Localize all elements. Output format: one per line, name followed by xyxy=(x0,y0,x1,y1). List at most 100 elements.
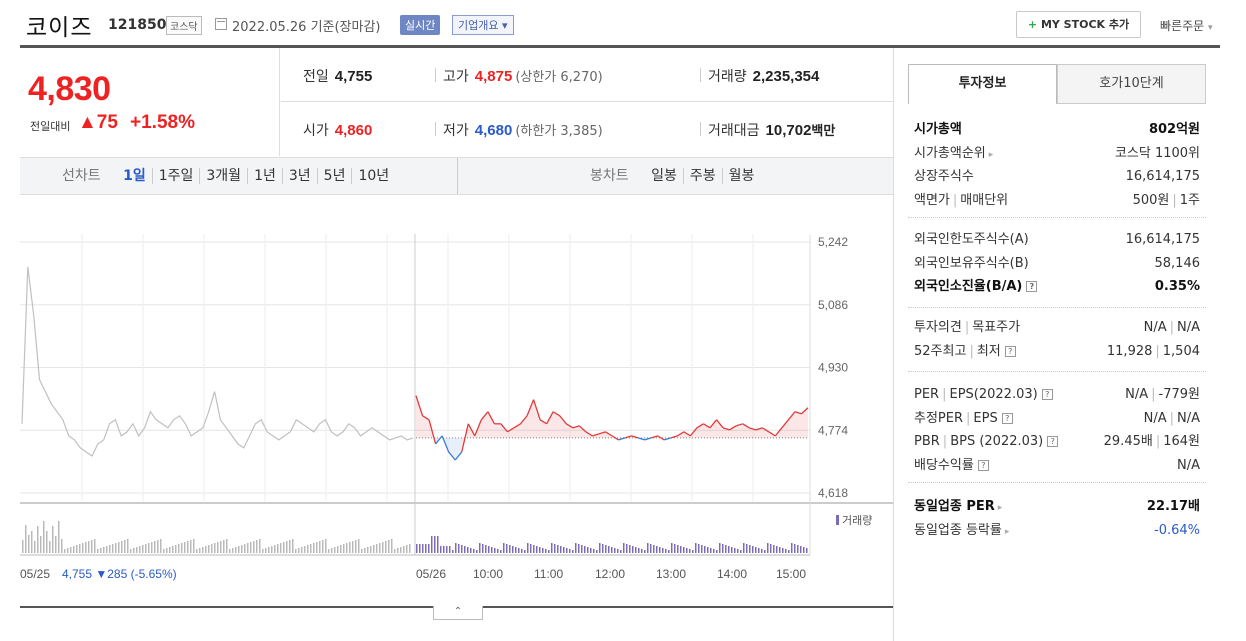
help-icon[interactable]: ? xyxy=(1041,389,1053,400)
stat-label: 고가 xyxy=(443,69,469,85)
help-icon[interactable]: ? xyxy=(1004,345,1016,357)
line-period-option[interactable]: 5년 xyxy=(316,168,352,184)
line-period-option[interactable]: 10년 xyxy=(351,168,396,184)
volume-bar xyxy=(680,546,682,553)
area-fill xyxy=(572,425,580,438)
volume-bar xyxy=(611,547,613,553)
help-icon[interactable]: ? xyxy=(1026,281,1038,292)
volume-bar xyxy=(587,547,589,553)
today-line-segment xyxy=(441,435,450,453)
volume-bar xyxy=(340,545,342,553)
volume-bar xyxy=(277,544,279,553)
stat-value: 4,755 xyxy=(334,68,373,85)
volume-bar xyxy=(31,531,33,553)
info-label: 액면가 | 매매단위 xyxy=(914,192,1009,208)
volume-bar xyxy=(653,545,655,553)
info-label[interactable]: 동일업종 등락률 ▸ xyxy=(914,522,1010,538)
area-fill xyxy=(520,415,528,438)
volume-bar xyxy=(419,544,421,553)
line-period-option[interactable]: 3개월 xyxy=(199,168,248,184)
volume-bar xyxy=(647,543,649,553)
info-row: 시가총액순위 ▸ 코스닥 1100위 xyxy=(908,142,1206,166)
volume-bar xyxy=(154,541,156,553)
info-value: 11,928 | 1,504 xyxy=(1106,343,1200,359)
volume-bar xyxy=(235,547,237,553)
today-line-segment xyxy=(676,431,685,437)
tab-hoga[interactable]: 호가10단계 xyxy=(1057,64,1206,104)
volume-bar xyxy=(166,548,168,553)
market-badge: 코스닥 xyxy=(166,16,202,35)
volume-bar xyxy=(184,542,186,553)
candle-period-option[interactable]: 일봉 xyxy=(651,168,677,184)
today-line-segment xyxy=(722,427,730,431)
realtime-button[interactable]: 실시간 xyxy=(400,15,441,35)
volume-bar xyxy=(28,535,30,553)
info-label: 외국인소진율(B/A)? xyxy=(914,275,1038,299)
volume-bar xyxy=(524,550,526,553)
help-icon[interactable]: ? xyxy=(1001,412,1013,424)
area-fill xyxy=(664,437,671,440)
price-chart-svg: 5,242 5,086 4,930 4,774 4,618 거래량 05/25 4,755 ▼… xyxy=(20,234,893,581)
volume-bar xyxy=(740,550,742,553)
volume-bar xyxy=(425,544,427,553)
volume-bar xyxy=(569,549,571,553)
line-period-option[interactable]: 1주일 xyxy=(151,168,200,184)
volume-bar xyxy=(103,547,105,553)
today-line-segment xyxy=(729,425,737,431)
info-label: 배당수익률? xyxy=(914,454,989,478)
today-line-segment xyxy=(520,415,528,425)
volume-bar xyxy=(488,546,490,553)
help-icon[interactable]: ? xyxy=(1047,436,1059,447)
volume-bar xyxy=(391,539,393,553)
company-overview-button[interactable]: 기업개요 ▾ xyxy=(452,15,514,35)
today-line-segment xyxy=(500,423,508,433)
volume-bar xyxy=(313,543,315,553)
candle-period-option[interactable]: 월봉 xyxy=(721,168,761,184)
volume-bar xyxy=(115,543,117,553)
volume-bar xyxy=(199,548,201,553)
line-period-option[interactable]: 1일 xyxy=(123,168,146,184)
volume-bar xyxy=(563,547,565,553)
x-tick-label: 13:00 xyxy=(656,567,686,581)
volume-bar xyxy=(785,549,787,553)
info-label: 추정PER | EPS? xyxy=(914,407,1013,431)
stat-open: 시가 4,860 xyxy=(303,120,372,140)
volume-bar xyxy=(133,548,135,553)
info-label[interactable]: 동일업종 PER ▸ xyxy=(914,499,1003,514)
info-value: N/A | -779원 xyxy=(1125,387,1200,402)
help-icon[interactable]: ? xyxy=(977,459,989,471)
area-fill xyxy=(638,437,645,440)
volume-bar xyxy=(88,541,90,553)
volume-bar xyxy=(283,542,285,553)
volume-bar xyxy=(76,545,78,553)
price-chart[interactable]: 5,242 5,086 4,930 4,774 4,618 거래량 05/25 4,755 ▼… xyxy=(20,205,893,605)
volume-bar xyxy=(650,544,652,553)
tab-invest-info[interactable]: 투자정보 xyxy=(908,64,1057,104)
add-mystock-button[interactable]: + MY STOCK 추가 xyxy=(1016,11,1141,38)
quick-order-button[interactable]: 빠른주문 ▾ xyxy=(1160,17,1213,34)
collapse-toggle-button[interactable]: ⌃ xyxy=(433,606,483,620)
volume-bar xyxy=(440,546,442,553)
volume-bar xyxy=(671,543,673,553)
volume-bar xyxy=(130,549,132,553)
section-foreign: 외국인한도주식수(A) 16,614,175 외국인보유주식수(B) 58,146 외국… xyxy=(908,228,1206,308)
candle-period-option[interactable]: 주봉 xyxy=(682,168,722,184)
volume-bar xyxy=(49,541,51,553)
x-tick-label: 05/25 xyxy=(20,567,50,581)
volume-bar xyxy=(539,547,541,553)
stat-amount: 거래대금 10,702백만 xyxy=(700,120,835,140)
volume-bar xyxy=(205,546,207,553)
volume-bar xyxy=(599,543,601,553)
base-date: 2022.05.26 기준(장마감) xyxy=(232,20,381,35)
volume-bar xyxy=(707,547,709,553)
line-period-option[interactable]: 1년 xyxy=(247,168,282,184)
today-line-segment xyxy=(546,411,554,425)
info-label[interactable]: 시가총액순위 ▸ xyxy=(914,145,994,161)
area-fill xyxy=(781,419,789,438)
volume-bar xyxy=(274,545,276,553)
today-line-segment xyxy=(644,437,652,441)
line-chart-periods: 선차트 1일 1주일 3개월 1년 3년 5년 10년 xyxy=(62,158,396,194)
line-period-option[interactable]: 3년 xyxy=(281,168,317,184)
volume-bar xyxy=(518,548,520,553)
volume-bar xyxy=(773,545,775,553)
